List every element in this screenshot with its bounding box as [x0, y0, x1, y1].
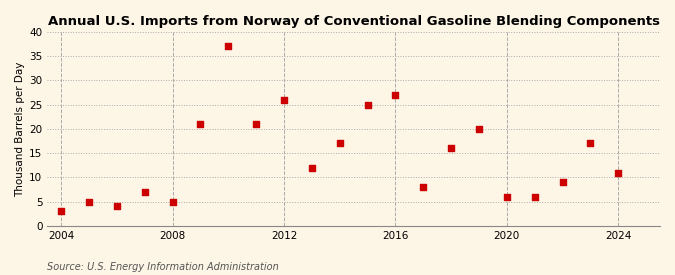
Title: Annual U.S. Imports from Norway of Conventional Gasoline Blending Components: Annual U.S. Imports from Norway of Conve… [48, 15, 659, 28]
Y-axis label: Thousand Barrels per Day: Thousand Barrels per Day [15, 61, 25, 197]
Point [250, 122, 261, 126]
Point [446, 146, 456, 150]
Point [502, 195, 512, 199]
Point [334, 141, 345, 146]
Point [84, 199, 95, 204]
Point [139, 190, 150, 194]
Point [195, 122, 206, 126]
Point [418, 185, 429, 189]
Point [613, 170, 624, 175]
Point [362, 103, 373, 107]
Point [111, 204, 122, 209]
Point [529, 195, 540, 199]
Point [167, 199, 178, 204]
Text: Source: U.S. Energy Information Administration: Source: U.S. Energy Information Administ… [47, 262, 279, 272]
Point [474, 127, 485, 131]
Point [56, 209, 67, 214]
Point [557, 180, 568, 185]
Point [585, 141, 596, 146]
Point [279, 98, 290, 102]
Point [223, 44, 234, 49]
Point [390, 93, 401, 97]
Point [306, 166, 317, 170]
